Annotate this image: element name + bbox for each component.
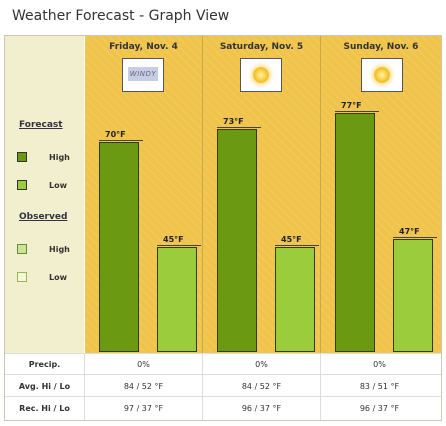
- bar-high-sunday: [335, 112, 375, 352]
- row-label-avg: Avg. Hi / Lo: [18, 382, 71, 391]
- table-divider: [202, 353, 203, 420]
- legend-observed-heading: Observed: [19, 212, 68, 222]
- day-header: Friday, Nov. 4: [109, 42, 178, 52]
- column-divider: [202, 36, 203, 353]
- precip-saturday: 0%: [255, 360, 268, 369]
- table-divider: [5, 353, 441, 354]
- bar-low-sunday: [393, 238, 433, 352]
- table-divider: [320, 353, 321, 420]
- rec-sunday: 96 / 37 °F: [359, 404, 400, 413]
- bar-high-saturday: [217, 129, 257, 352]
- bar-label-low-saturday: 45°F: [281, 235, 302, 244]
- observed-high-label: High: [49, 245, 70, 254]
- bar-label-high-sunday: 77°F: [341, 100, 362, 110]
- rec-friday: 97 / 37 °F: [123, 404, 164, 413]
- bar-label-line: [157, 245, 201, 246]
- bar-label-low-sunday: 47°F: [399, 226, 420, 236]
- sun-icon: [253, 67, 269, 83]
- bar-label-line: [393, 236, 437, 238]
- table-divider: [5, 374, 441, 375]
- avg-saturday: 84 / 52 °F: [241, 382, 282, 391]
- row-label-rec: Rec. Hi / Lo: [19, 404, 70, 413]
- legend-panel: [5, 36, 84, 353]
- legend-forecast-heading: Forecast: [19, 120, 63, 130]
- avg-friday: 84 / 52 °F: [123, 382, 164, 391]
- rec-saturday: 96 / 37 °F: [241, 404, 282, 413]
- bar-label-line: [335, 110, 379, 112]
- precip-sunday: 0%: [373, 360, 386, 369]
- bar-label-line: [275, 245, 319, 246]
- forecast-high-swatch: [17, 152, 27, 162]
- bar-label-line: [99, 140, 143, 141]
- day-header: Saturday, Nov. 5: [219, 42, 304, 52]
- forecast-low-label: Low: [49, 181, 67, 190]
- bar-label-line: [217, 127, 261, 129]
- windy-icon: WINDY: [122, 58, 164, 92]
- bar-label-high-saturday: 73°F: [223, 117, 244, 127]
- row-label-precip: Precip.: [28, 360, 61, 369]
- bar-low-saturday: [275, 247, 315, 352]
- observed-low-swatch: [17, 272, 27, 282]
- bar-label-low-friday: 45°F: [163, 235, 184, 244]
- page-title: Weather Forecast - Graph View: [12, 8, 230, 24]
- day-header: Sunday, Nov. 6: [343, 42, 419, 52]
- sunny-icon: [240, 58, 282, 92]
- precip-friday: 0%: [137, 360, 150, 369]
- forecast-low-swatch: [17, 180, 27, 190]
- column-divider: [320, 36, 321, 353]
- bar-high-friday: [99, 142, 139, 352]
- sunny-icon: [361, 58, 403, 92]
- bar-low-friday: [157, 247, 197, 352]
- table-divider: [84, 353, 85, 420]
- windy-icon-label: WINDY: [128, 67, 158, 81]
- observed-high-swatch: [17, 244, 27, 254]
- bar-label-high-friday: 70°F: [105, 130, 126, 139]
- table-divider: [5, 396, 441, 397]
- avg-sunday: 83 / 51 °F: [359, 382, 400, 391]
- observed-low-label: Low: [49, 273, 67, 282]
- forecast-high-label: High: [49, 153, 70, 162]
- sun-icon: [374, 67, 390, 83]
